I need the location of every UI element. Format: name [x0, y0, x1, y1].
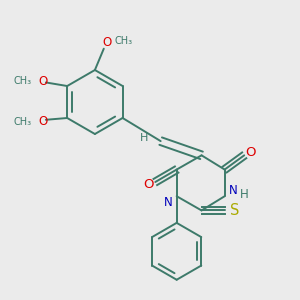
Text: O: O: [39, 74, 48, 88]
Text: CH₃: CH₃: [14, 117, 32, 127]
Text: CH₃: CH₃: [114, 36, 132, 46]
Text: H: H: [240, 188, 249, 201]
Text: H: H: [140, 133, 148, 142]
Text: O: O: [144, 178, 154, 191]
Text: CH₃: CH₃: [14, 76, 32, 86]
Text: O: O: [245, 146, 256, 159]
Text: O: O: [39, 115, 48, 128]
Text: N: N: [164, 196, 172, 209]
Text: S: S: [230, 203, 239, 218]
Text: O: O: [102, 36, 111, 49]
Text: N: N: [229, 184, 238, 197]
